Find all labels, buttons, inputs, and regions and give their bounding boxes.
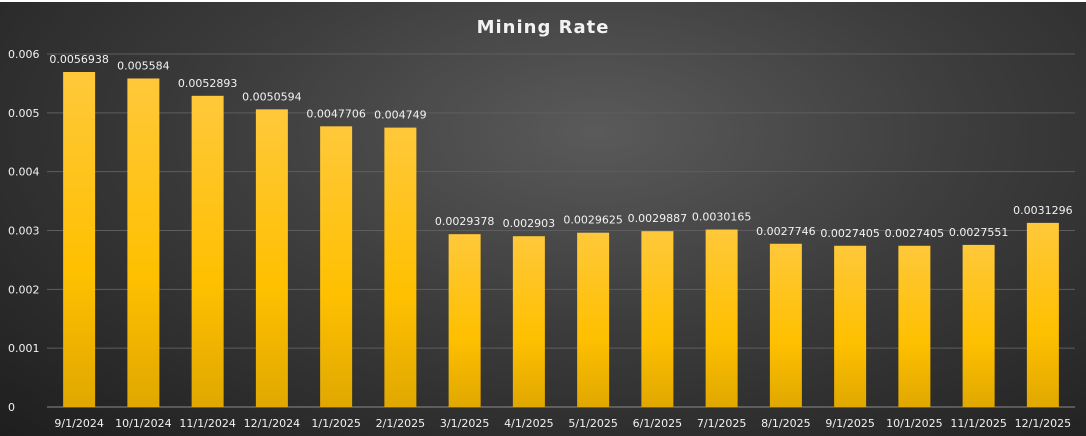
x-tick-label: 11/1/2024 xyxy=(179,417,235,430)
y-tick-label: 0.003 xyxy=(8,225,40,238)
x-tick-label: 12/1/2025 xyxy=(1015,417,1071,430)
data-label: 0.0031296 xyxy=(1013,204,1073,217)
data-label: 0.0050594 xyxy=(242,90,302,103)
data-label: 0.005584 xyxy=(117,59,170,72)
x-tick-label: 1/1/2025 xyxy=(311,417,360,430)
bar xyxy=(320,126,353,407)
x-tick-label: 5/1/2025 xyxy=(568,417,617,430)
y-tick-label: 0.006 xyxy=(8,48,40,61)
bar xyxy=(641,231,674,407)
bar xyxy=(512,236,545,407)
data-label: 0.004749 xyxy=(374,109,427,122)
x-tick-label: 10/1/2024 xyxy=(115,417,171,430)
data-label: 0.0029378 xyxy=(435,215,495,228)
y-tick-label: 0.001 xyxy=(8,342,40,355)
data-label: 0.0047706 xyxy=(306,107,366,120)
bar xyxy=(705,229,738,407)
data-label: 0.0029887 xyxy=(628,212,688,225)
x-tick-label: 3/1/2025 xyxy=(440,417,489,430)
y-tick-label: 0 xyxy=(8,401,15,414)
data-label: 0.002903 xyxy=(503,217,556,230)
data-label: 0.0052893 xyxy=(178,77,238,90)
data-label: 0.0029625 xyxy=(563,214,623,227)
x-tick-label: 9/1/2024 xyxy=(54,417,103,430)
bar xyxy=(834,245,867,407)
x-tick-label: 7/1/2025 xyxy=(697,417,746,430)
x-tick-label: 6/1/2025 xyxy=(633,417,682,430)
bar xyxy=(384,127,417,408)
y-tick-label: 0.005 xyxy=(8,107,40,120)
x-tick-label: 9/1/2025 xyxy=(825,417,874,430)
bar xyxy=(898,245,931,407)
x-tick-label: 8/1/2025 xyxy=(761,417,810,430)
data-label: 0.0027746 xyxy=(756,225,816,238)
y-tick-label: 0.002 xyxy=(8,283,40,296)
chart-title: Mining Rate xyxy=(477,17,610,38)
bar xyxy=(577,232,610,407)
x-tick-label: 2/1/2025 xyxy=(376,417,425,430)
bar xyxy=(63,72,96,407)
data-label: 0.0027405 xyxy=(885,227,945,240)
bar xyxy=(127,78,160,407)
data-label: 0.0056938 xyxy=(49,53,109,66)
data-label: 0.0027405 xyxy=(820,227,880,240)
data-label: 0.0027551 xyxy=(949,226,1009,239)
bar xyxy=(255,109,288,408)
x-tick-label: 12/1/2024 xyxy=(244,417,300,430)
bar xyxy=(1026,222,1059,407)
y-tick-label: 0.004 xyxy=(8,166,40,179)
bar xyxy=(962,244,995,407)
x-tick-label: 11/1/2025 xyxy=(950,417,1006,430)
bar xyxy=(191,95,224,407)
x-tick-label: 10/1/2025 xyxy=(886,417,942,430)
bar xyxy=(769,243,802,407)
data-label: 0.0030165 xyxy=(692,211,752,224)
x-tick-label: 4/1/2025 xyxy=(504,417,553,430)
bar xyxy=(448,234,481,407)
